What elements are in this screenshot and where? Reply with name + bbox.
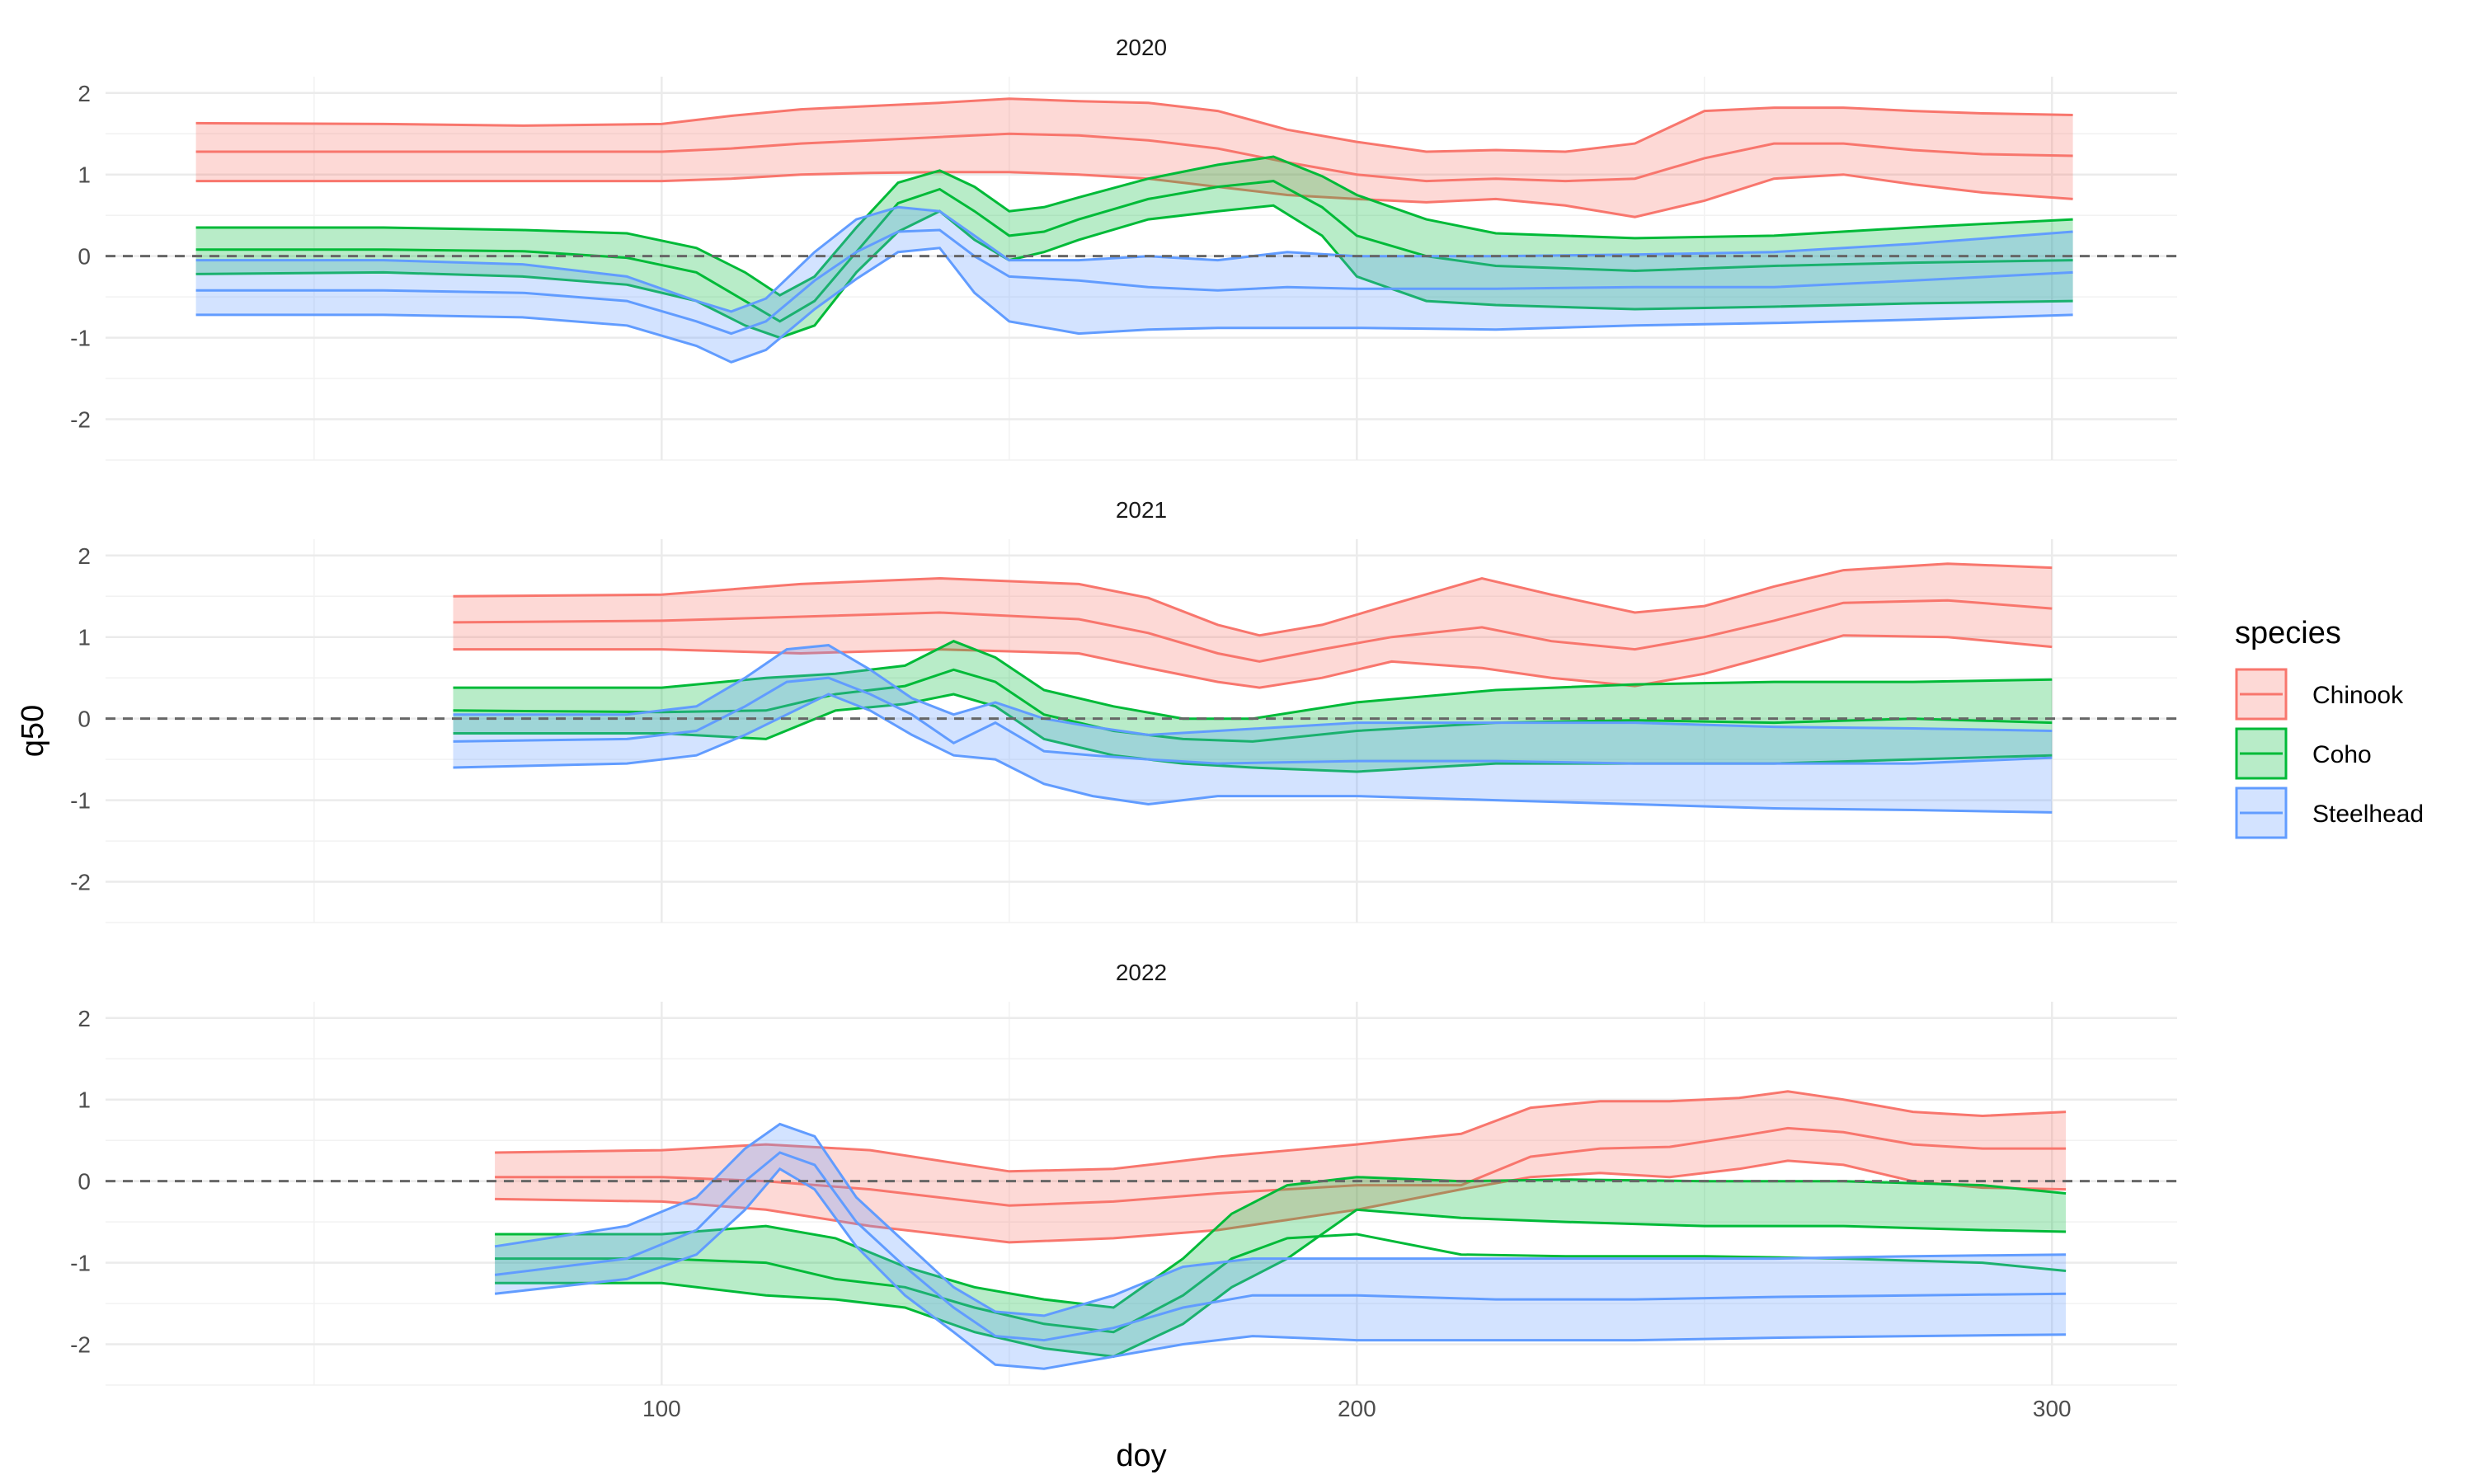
coho-median-line [195, 180, 2073, 323]
y-tick-label: -2 [70, 407, 91, 433]
coho-upper-line [195, 155, 2073, 297]
panel-title: 2021 [1116, 497, 1167, 523]
x-tick-label: 100 [642, 1396, 681, 1421]
y-tick-label: -2 [70, 1332, 91, 1358]
chinook-upper-line [495, 1090, 2067, 1173]
steelhead-lower-line [195, 247, 2073, 364]
steelhead-lower-line [494, 1167, 2067, 1370]
steelhead-upper-line [453, 644, 2053, 736]
legend-label-chinook: Chinook [2312, 682, 2404, 709]
y-axis-title: q50 [16, 705, 50, 757]
legend-title: species [2235, 616, 2341, 650]
chinook-median-line [195, 132, 2073, 183]
y-tick-label: 0 [78, 244, 91, 270]
coho-ribbon [495, 1176, 2067, 1357]
chinook-lower-line [453, 634, 2053, 689]
chinook-ribbon [495, 1091, 2067, 1242]
steelhead-ribbon [495, 1124, 2067, 1369]
panel-title: 2022 [1116, 960, 1167, 985]
panel-title: 2020 [1116, 35, 1167, 60]
steelhead-upper-line [494, 1122, 2067, 1317]
y-tick-label: 2 [78, 543, 91, 569]
legend-label-coho: Coho [2312, 741, 2372, 768]
panel-2022: 2022 2 1 0 -1 -2 [70, 960, 2177, 1386]
coho-ribbon [453, 641, 2053, 772]
y-tick-label: 0 [78, 707, 91, 732]
y-tick-label: 1 [78, 162, 91, 188]
x-tick-label: 200 [1338, 1396, 1376, 1421]
chinook-upper-line [453, 562, 2053, 637]
y-tick-label: 2 [78, 1006, 91, 1031]
steelhead-lower-line [453, 693, 2053, 814]
chinook-ribbon [195, 98, 2073, 218]
y-tick-label: -1 [70, 788, 91, 814]
y-tick-label: -2 [70, 870, 91, 895]
y-tick-label: 1 [78, 1087, 91, 1113]
coho-lower-line [495, 1208, 2067, 1358]
panel-2021: 2021 2 1 0 -1 -2 [70, 497, 2177, 923]
chinook-lower-line [495, 1159, 2067, 1244]
y-tick-label: -1 [70, 326, 91, 351]
chinook-lower-line [195, 171, 2073, 218]
chinook-median-line [495, 1126, 2067, 1207]
y-tick-label: 1 [78, 625, 91, 650]
steelhead-median-line [453, 676, 2053, 765]
y-tick-label: -1 [70, 1251, 91, 1276]
steelhead-median-line [494, 1151, 2067, 1342]
coho-median-line [495, 1233, 2067, 1334]
x-axis-title: doy [1116, 1439, 1166, 1473]
coho-upper-line [495, 1176, 2067, 1309]
chinook-upper-line [195, 97, 2073, 153]
y-tick-label: 0 [78, 1169, 91, 1195]
panel-2020: 2020 2 1 0 -1 -2 [70, 35, 2177, 461]
legend: species Chinook Coho Steelhead [2235, 616, 2424, 839]
chinook-median-line [453, 599, 2053, 663]
chinook-ribbon [453, 563, 2053, 688]
x-tick-label: 300 [2033, 1396, 2072, 1421]
legend-label-steelhead: Steelhead [2312, 801, 2424, 828]
y-tick-label: 2 [78, 81, 91, 106]
coho-upper-line [453, 640, 2053, 721]
steelhead-upper-line [195, 205, 2073, 313]
